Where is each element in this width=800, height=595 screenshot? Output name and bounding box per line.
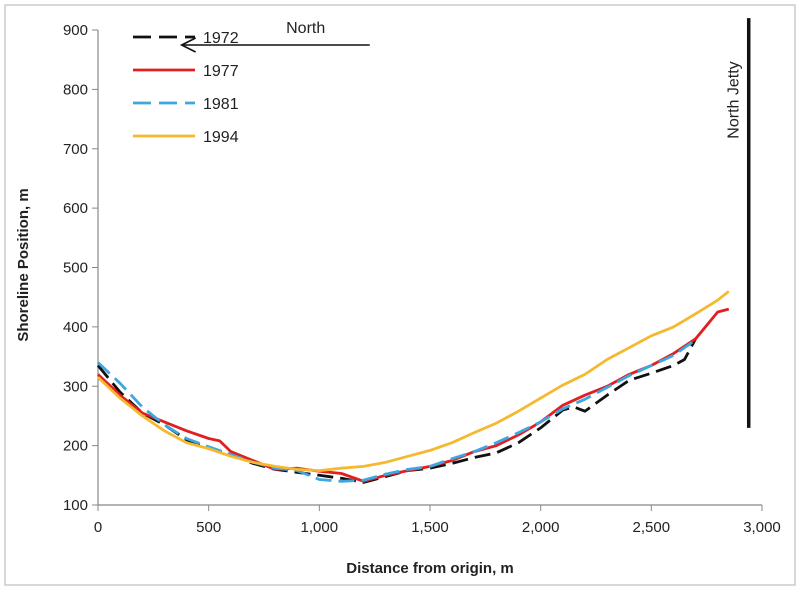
y-tick-label: 100 (63, 497, 88, 514)
x-tick-label: 1,500 (411, 519, 449, 536)
y-tick-label: 900 (63, 22, 88, 39)
x-axis-title: Distance from origin, m (346, 560, 514, 577)
north-jetty-label: North Jetty (726, 61, 743, 138)
y-tick-label: 300 (63, 378, 88, 395)
series-line-1981 (97, 338, 697, 483)
legend-label-1972: 1972 (203, 30, 239, 47)
legend-label-1994: 1994 (203, 129, 239, 146)
legend-label-1977: 1977 (203, 63, 239, 80)
legend-label-1981: 1981 (203, 96, 239, 113)
series-line-1994 (97, 290, 730, 473)
axes: 100 200 300 400 500 600 700 800 900 0 500 1,000 1,50… (63, 22, 781, 536)
x-tick-label: 0 (94, 519, 102, 536)
north-arrow-head (179, 37, 196, 53)
north-label: North (286, 20, 325, 37)
x-tick-label: 3,000 (743, 519, 781, 536)
x-tick-label: 2,500 (633, 519, 671, 536)
y-axis-title: Shoreline Position, m (15, 188, 32, 341)
x-tick-label: 2,000 (522, 519, 560, 536)
x-tick-label: 500 (196, 519, 221, 536)
y-tick-label: 200 (63, 438, 88, 455)
outer-border (4, 4, 796, 586)
y-tick-label: 600 (63, 200, 88, 217)
x-tick-label: 1,000 (301, 519, 339, 536)
series-layer (96, 290, 730, 484)
legend: 1972 1977 1981 1994 (133, 30, 239, 146)
y-tick-label: 700 (63, 141, 88, 158)
annotation-layer: North Jetty North (179, 18, 751, 428)
y-tick-label: 800 (63, 81, 88, 98)
y-tick-label: 500 (63, 260, 88, 277)
y-tick-label: 400 (63, 319, 88, 336)
